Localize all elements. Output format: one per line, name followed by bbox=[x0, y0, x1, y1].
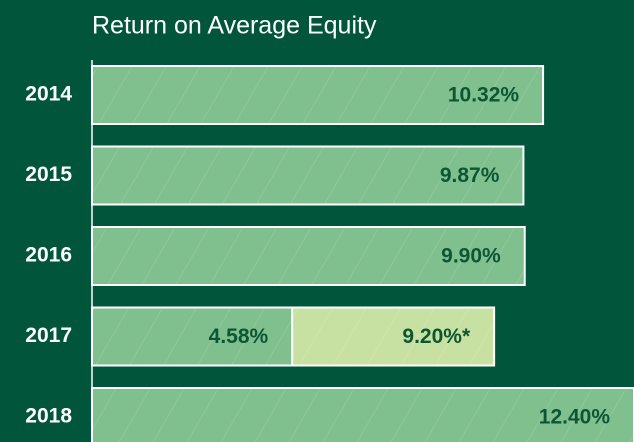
y-tick-label: 2014 bbox=[25, 83, 72, 106]
y-tick-label: 2018 bbox=[25, 405, 72, 428]
data-label: 12.40% bbox=[539, 406, 611, 429]
bar-hatch bbox=[93, 389, 633, 442]
y-tick-label: 2016 bbox=[25, 244, 72, 267]
data-label: 9.20%* bbox=[402, 325, 471, 348]
bar-hatch bbox=[93, 67, 543, 123]
data-label: 4.58% bbox=[209, 325, 269, 348]
bar-hatch bbox=[93, 228, 524, 284]
bar-hatch bbox=[93, 147, 523, 204]
chart-title: Return on Average Equity bbox=[92, 12, 377, 40]
bar-hatch bbox=[93, 308, 292, 365]
data-label: 9.87% bbox=[440, 164, 500, 187]
y-tick-label: 2017 bbox=[25, 324, 72, 347]
data-label: 9.90% bbox=[441, 245, 501, 268]
data-label: 10.32% bbox=[448, 84, 520, 107]
y-tick-label: 2015 bbox=[25, 163, 72, 186]
